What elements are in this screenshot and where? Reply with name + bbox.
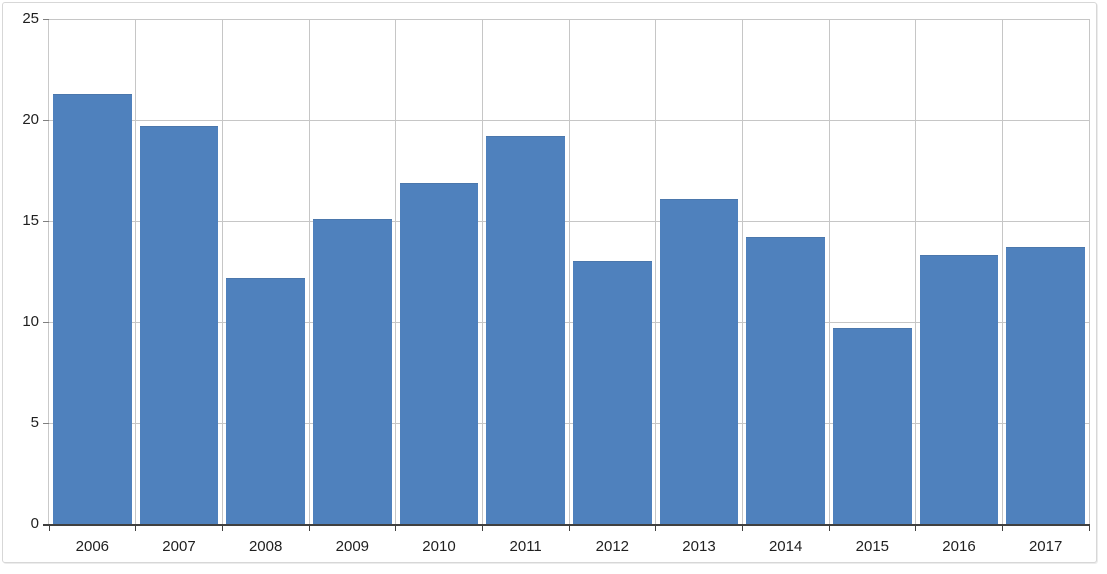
- x-axis-tick: [481, 524, 483, 531]
- bar-2008[interactable]: [226, 277, 305, 524]
- y-axis-tick: [43, 18, 49, 20]
- gridline-vertical: [135, 19, 137, 524]
- x-axis-tick: [741, 524, 743, 531]
- y-axis-tick-label: 25: [22, 10, 39, 27]
- x-axis-tick-label: 2010: [422, 538, 456, 555]
- y-axis-tick: [43, 321, 49, 323]
- x-axis-tick-label: 2014: [768, 538, 803, 555]
- gridline-vertical: [655, 19, 657, 524]
- bar-2011[interactable]: [486, 136, 565, 524]
- x-axis-line: [43, 524, 1089, 526]
- x-axis-tick: [1001, 524, 1003, 531]
- bar-2016[interactable]: [919, 255, 999, 524]
- bar-2010[interactable]: [399, 182, 479, 524]
- x-axis-tick: [828, 524, 830, 531]
- x-axis-tick-label: 2016: [942, 538, 976, 555]
- x-axis-tick: [915, 524, 917, 531]
- y-axis-tick: [43, 119, 49, 121]
- y-axis-tick-label: 15: [22, 212, 39, 229]
- gridline-vertical: [828, 19, 830, 524]
- bar-2017[interactable]: [1006, 247, 1085, 524]
- bar-2007[interactable]: [139, 126, 219, 524]
- bar-2014[interactable]: [746, 237, 825, 524]
- y-axis-tick-label: 5: [30, 414, 39, 431]
- y-axis-tick-label: 20: [22, 111, 39, 128]
- x-axis-tick-label: 2006: [75, 538, 110, 555]
- y-axis-tick: [43, 220, 49, 222]
- x-axis-tick: [308, 524, 310, 531]
- y-axis-tick-label: 0: [30, 515, 39, 532]
- plot-area: 0 5 10 15 20 25 2006 2007 2008 2009 2010 2011 2012 20…: [22, 10, 1090, 555]
- x-axis-tick-label: 2015: [855, 538, 890, 555]
- gridline-vertical: [481, 19, 483, 524]
- gridline-vertical: [308, 19, 310, 524]
- x-axis-tick: [221, 524, 223, 531]
- x-axis-tick-label: 2013: [682, 538, 716, 555]
- x-axis-tick-label: 2017: [1028, 538, 1063, 555]
- x-axis-tick: [395, 524, 397, 531]
- gridline-horizontal: [49, 119, 1089, 121]
- y-axis-tick-label: 10: [22, 313, 39, 330]
- gridline-vertical: [395, 19, 397, 524]
- gridline-vertical: [1088, 19, 1090, 524]
- gridline-vertical: [915, 19, 917, 524]
- gridline-vertical: [741, 19, 743, 524]
- x-axis-tick-label: 2012: [595, 538, 630, 555]
- y-axis-line: [48, 19, 49, 524]
- gridline-vertical: [1001, 19, 1003, 524]
- y-axis-tick: [43, 422, 49, 424]
- x-axis-tick: [655, 524, 657, 531]
- gridline-horizontal: [49, 18, 1089, 20]
- gridline-vertical: [221, 19, 223, 524]
- x-axis-tick: [135, 524, 137, 531]
- x-axis-tick-label: 2009: [335, 538, 370, 555]
- bar-2013[interactable]: [659, 198, 739, 524]
- bar-2015[interactable]: [833, 328, 912, 524]
- x-axis-tick: [1088, 524, 1090, 531]
- gridline-vertical: [568, 19, 570, 524]
- x-axis-tick: [48, 524, 50, 531]
- bar-2009[interactable]: [313, 218, 392, 524]
- x-axis-tick-label: 2007: [162, 538, 196, 555]
- chart-frame: 0 5 10 15 20 25 2006 2007 2008 2009 2010 2011 2012 20…: [2, 2, 1097, 563]
- x-axis-tick-label: 2008: [248, 538, 283, 555]
- x-axis-tick-label: 2011: [509, 538, 542, 555]
- bar-2006[interactable]: [53, 93, 132, 524]
- bar-2012[interactable]: [573, 261, 652, 524]
- x-axis-tick: [568, 524, 570, 531]
